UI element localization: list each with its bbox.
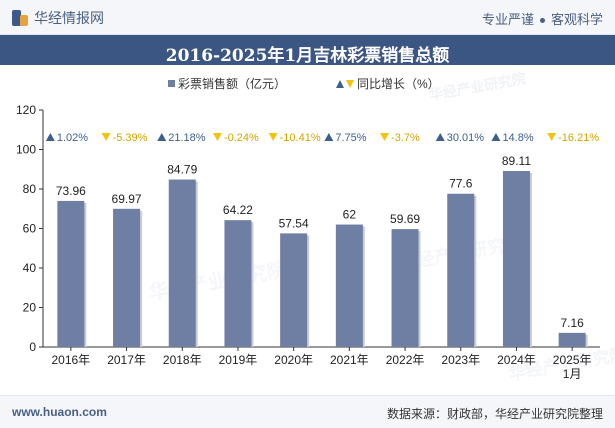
growth-label: -16.21%	[558, 132, 599, 144]
growth-label: -0.24%	[224, 132, 259, 144]
bar	[335, 224, 363, 347]
bar-value-label: 89.11	[502, 154, 531, 168]
growth-label: 14.8%	[502, 132, 533, 144]
x-tick-label: 2021年	[330, 353, 369, 367]
y-tick-label: 40	[23, 261, 37, 275]
bar	[168, 179, 196, 347]
bar	[558, 332, 586, 347]
growth-up-icon	[45, 133, 55, 141]
legend-sales-label: 彩票销售额（亿元）	[178, 76, 286, 91]
bar-value-label: 69.97	[112, 192, 142, 206]
bar-value-label: 77.6	[449, 177, 473, 191]
growth-down-icon	[547, 133, 557, 141]
legend-growth-label: 同比增长（%）	[357, 77, 440, 91]
bar	[391, 229, 419, 347]
growth-label: 7.75%	[335, 132, 366, 144]
tagline-right: 客观科学	[550, 12, 603, 27]
legend-growth-up-icon	[336, 80, 344, 88]
y-tick-label: 20	[23, 301, 37, 315]
bar-value-label: 59.69	[390, 212, 420, 226]
growth-label: 1.02%	[57, 132, 88, 144]
growth-label: -5.39%	[113, 132, 148, 144]
growth-up-icon	[157, 133, 167, 141]
x-tick-label: 2017年	[107, 353, 146, 367]
growth-up-icon	[324, 133, 334, 141]
x-tick-label: 2020年	[274, 353, 313, 367]
growth-up-icon	[435, 133, 445, 141]
bar	[57, 200, 85, 347]
top-bar: 华经情报网 专业严谨 客观科学	[0, 0, 615, 35]
website-link[interactable]: www.huaon.com	[12, 405, 107, 419]
huajing-logo-icon	[12, 10, 28, 26]
y-tick-label: 60	[23, 222, 37, 236]
y-tick-label: 100	[16, 143, 36, 157]
bar-value-label: 62	[343, 208, 357, 222]
growth-label: 21.18%	[168, 132, 206, 144]
tagline: 专业严谨 客观科学	[482, 9, 603, 28]
growth-down-icon	[101, 133, 111, 141]
legend-growth-down-icon	[346, 80, 354, 88]
x-tick-label: 2024年	[497, 353, 536, 367]
brand[interactable]: 华经情报网	[12, 8, 104, 28]
x-tick-label: 2023年	[441, 353, 480, 367]
y-tick-label: 80	[23, 182, 37, 196]
growth-down-icon	[268, 133, 278, 141]
chart-title: 2016-2025年1月吉林彩票销售总额	[165, 46, 450, 66]
x-tick-label: 2019年	[219, 353, 258, 367]
brand-name: 华经情报网	[34, 10, 104, 26]
watermark-0: 华经产业研究院	[428, 70, 527, 104]
dot-icon	[539, 18, 545, 24]
legend-sales-swatch	[168, 80, 175, 87]
watermark-1: 华经产业研究院	[147, 257, 289, 305]
bar-value-label: 7.16	[560, 316, 584, 330]
bar	[280, 233, 308, 347]
bar-value-label: 57.54	[279, 216, 309, 230]
growth-down-icon	[212, 133, 222, 141]
growth-down-icon	[380, 133, 390, 141]
growth-up-icon	[491, 133, 501, 141]
bar	[113, 208, 141, 347]
data-source: 数据来源：财政部，华经产业研究院整理	[386, 407, 603, 421]
y-tick-label: 120	[16, 103, 36, 117]
bar	[224, 220, 252, 347]
growth-label: -3.7%	[391, 132, 420, 144]
bar	[447, 193, 475, 347]
x-tick-label: 2025年	[553, 353, 592, 367]
x-tick-label: 2018年	[163, 353, 202, 367]
x-tick-label: 1月	[563, 367, 582, 381]
title-bar: 2016-2025年1月吉林彩票销售总额	[0, 35, 615, 66]
growth-label: 30.01%	[447, 132, 485, 144]
footer: www.huaon.com 数据来源：财政部，华经产业研究院整理	[0, 395, 615, 428]
bar	[502, 171, 530, 347]
bar-value-label: 73.96	[56, 184, 86, 198]
bar-value-label: 64.22	[223, 203, 253, 217]
y-tick-label: 0	[29, 340, 36, 354]
tagline-left: 专业严谨	[481, 12, 534, 27]
x-tick-label: 2016年	[51, 353, 90, 367]
growth-label: -10.41%	[280, 132, 321, 144]
bar-value-label: 84.79	[167, 163, 197, 177]
x-tick-label: 2022年	[386, 353, 425, 367]
